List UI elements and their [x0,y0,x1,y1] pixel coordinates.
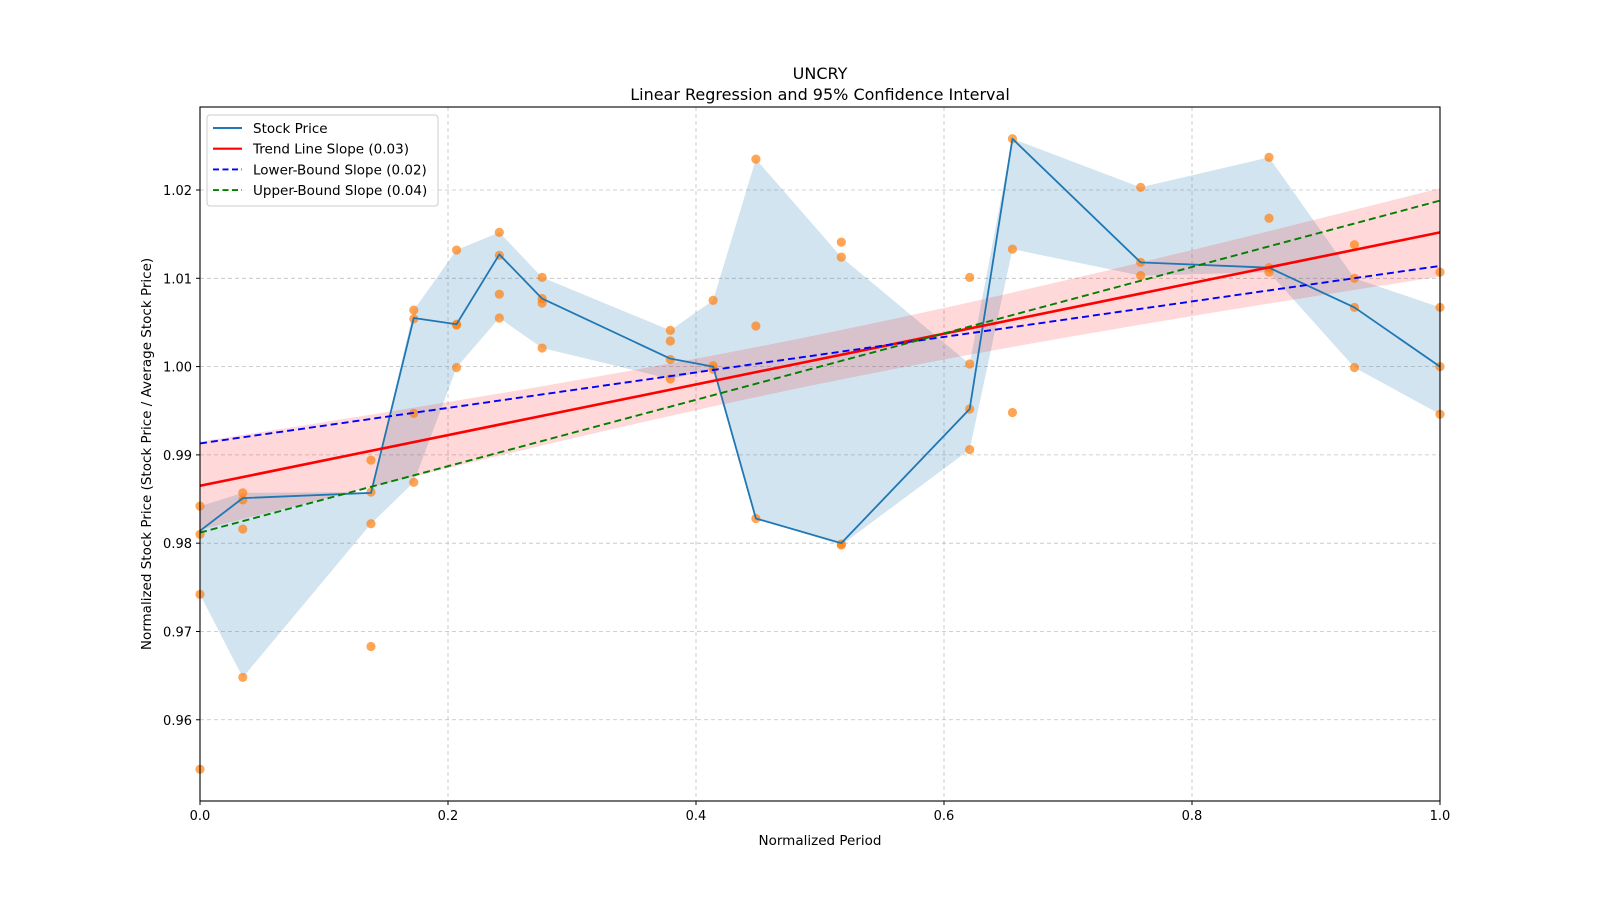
grid [199,107,1441,801]
scatter-point [836,252,846,262]
y-tick-label: 0.97 [163,625,192,640]
y-axis-label: Normalized Stock Price (Stock Price / Av… [139,258,155,650]
scatter-point [1349,240,1360,250]
scatter-point [1349,362,1360,373]
stock-price-line [199,137,1441,545]
scatter-point [1264,267,1274,277]
y-axis-ticks: 0.96 0.97 0.98 0.99 1.00 1.01 1.02 [163,184,200,729]
plot-frame [199,106,1441,802]
scatter-point [1136,271,1146,281]
x-tick-label: 0.4 [686,809,707,824]
scatter-point [238,488,248,498]
scatter-point [494,289,504,299]
scatter-point [965,359,975,369]
scatter-point [494,227,504,237]
scatter-point [965,444,975,455]
scatter-point [1007,244,1018,254]
legend: Stock Price Trend Line Slope (0.03) Lower-… [206,114,439,207]
scatter-point [451,245,462,255]
scatter-point [537,272,547,283]
legend-box [206,114,439,207]
y-tick-label: 1.02 [163,184,192,199]
scatter-point [409,305,419,315]
scatter-point [751,321,761,331]
scatter-point [1264,213,1274,223]
scatter-point [451,362,462,373]
y-tick-label: 0.96 [163,714,192,729]
scatter-point [537,298,547,308]
scatter-point [238,524,248,534]
x-tick-label: 0.6 [934,809,955,824]
scatter-point [494,313,504,323]
y-tick-label: 0.98 [163,537,192,552]
x-axis-ticks: 0.0 0.2 0.4 0.6 0.8 1.0 [190,801,1451,824]
stock-price-band [200,138,1440,678]
scatter-point [1007,407,1018,418]
scatter-point [238,672,248,682]
trend-line [199,231,1441,488]
legend-label-1: Stock Price [253,121,328,137]
upper-bound-line [199,199,1441,534]
x-tick-label: 0.0 [190,809,211,824]
scatter-point [409,477,419,487]
scatter-point [708,295,718,305]
lines [199,137,1441,545]
legend-label-4: Upper-Bound Slope (0.04) [253,183,427,199]
scatter-point [366,519,376,529]
scatter-point [665,325,675,335]
y-tick-label: 0.99 [163,449,192,464]
legend-label-3: Lower-Bound Slope (0.02) [253,162,427,178]
scatter-point [366,455,376,465]
y-tick-label: 1.01 [163,272,192,287]
scatter-point [1264,152,1274,162]
x-tick-label: 0.8 [1182,809,1203,824]
scatter-point [366,641,376,652]
chart-subtitle: Linear Regression and 95% Confidence Int… [630,85,1010,104]
chart-title: UNCRY [793,64,848,83]
stock-price-band-group [200,138,1440,678]
scatter-point [836,237,846,247]
scatter-point [1136,182,1146,192]
x-axis-label: Normalized Period [759,833,882,849]
scatter-point [965,272,975,283]
x-tick-label: 0.2 [438,809,459,824]
legend-label-2: Trend Line Slope (0.03) [252,142,409,158]
scatter-point [537,343,547,353]
scatter-point [665,336,675,346]
scatter-point [751,154,761,164]
y-tick-label: 1.00 [163,361,192,376]
x-tick-label: 1.0 [1430,809,1451,824]
